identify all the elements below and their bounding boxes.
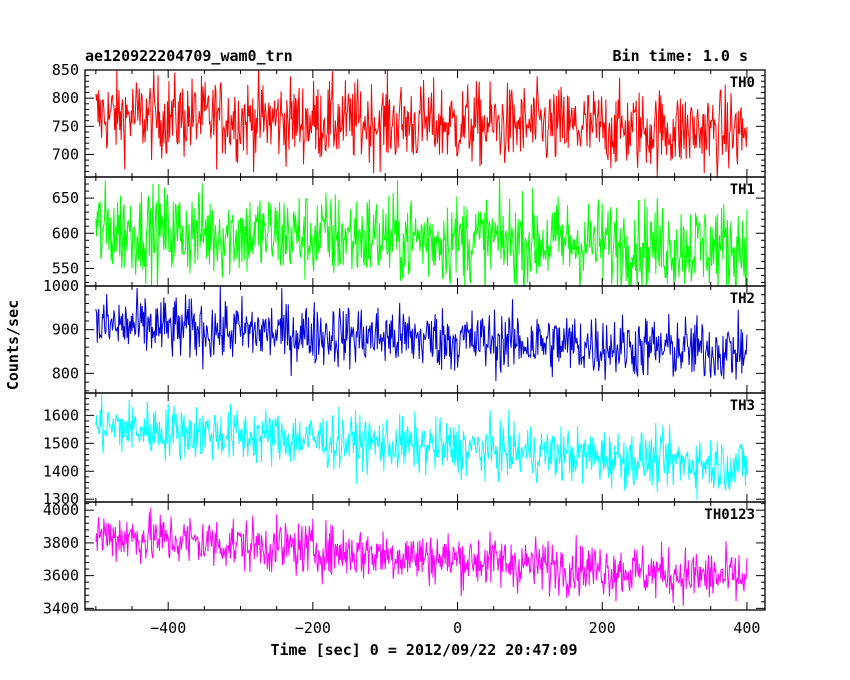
panel-label: TH2 bbox=[730, 291, 755, 307]
y-tick-label: 800 bbox=[52, 89, 79, 107]
x-tick-label: 200 bbox=[589, 619, 616, 637]
series-line-th0123 bbox=[95, 507, 748, 607]
x-tick-label: −200 bbox=[295, 619, 331, 637]
y-tick-label: 4000 bbox=[43, 501, 79, 519]
panel-label: TH1 bbox=[730, 182, 755, 198]
y-axis-label: Counts/sec bbox=[4, 300, 22, 390]
y-tick-label: 650 bbox=[52, 189, 79, 207]
y-tick-label: 1500 bbox=[43, 434, 79, 452]
y-tick-label: 750 bbox=[52, 117, 79, 135]
y-tick-label: 1300 bbox=[43, 490, 79, 508]
y-tick-label: 850 bbox=[52, 61, 79, 79]
x-tick-label: −400 bbox=[150, 619, 186, 637]
panel-label: TH0 bbox=[730, 75, 755, 91]
y-tick-label: 1000 bbox=[43, 277, 79, 295]
series-line-th3 bbox=[95, 394, 748, 500]
y-tick-label: 550 bbox=[52, 259, 79, 277]
series-line-th1 bbox=[95, 177, 748, 286]
y-tick-label: 1400 bbox=[43, 462, 79, 480]
bin-time-label: Bin time: 1.0 s bbox=[613, 47, 748, 65]
chart-title: ae120922204709_wam0_trn bbox=[85, 47, 293, 65]
y-tick-label: 3800 bbox=[43, 534, 79, 552]
y-tick-label: 800 bbox=[52, 364, 79, 382]
x-tick-label: 400 bbox=[733, 619, 760, 637]
series-line-th0 bbox=[95, 70, 748, 177]
y-tick-label: 700 bbox=[52, 145, 79, 163]
series-line-th2 bbox=[95, 286, 748, 382]
y-tick-label: 3400 bbox=[43, 599, 79, 617]
y-tick-label: 1600 bbox=[43, 406, 79, 424]
y-tick-label: 900 bbox=[52, 321, 79, 339]
x-tick-label: 0 bbox=[453, 619, 462, 637]
panels-group: 700 750 800 850 TH0 550 600 650 TH1 800 900 1000 TH2… bbox=[43, 61, 766, 637]
x-axis-label: Time [sec] 0 = 2012/09/22 20:47:09 bbox=[270, 641, 577, 659]
panel-label: TH3 bbox=[730, 398, 755, 414]
y-tick-label: 3600 bbox=[43, 567, 79, 585]
panel-label: TH0123 bbox=[704, 507, 755, 523]
y-tick-label: 600 bbox=[52, 224, 79, 242]
